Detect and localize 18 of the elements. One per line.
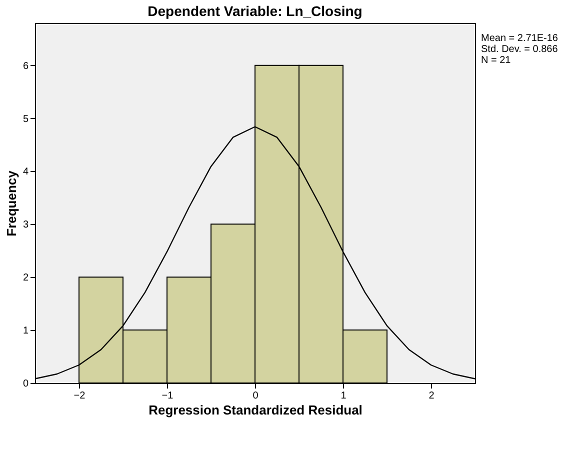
x-tick-label: 2: [428, 390, 435, 402]
y-tick-label: 0: [22, 378, 29, 390]
x-tick-label: −2: [74, 390, 86, 402]
chart-title: Dependent Variable: Ln_Closing: [148, 3, 362, 19]
y-tick-label: 5: [22, 114, 29, 125]
y-axis-title: Frequency: [4, 170, 19, 236]
y-tick-label: 2: [22, 272, 29, 284]
text: Std. Dev. = 0.866: [481, 44, 558, 55]
y-tick-label: 6: [22, 60, 29, 72]
y-tick-label: 3: [22, 220, 29, 231]
x-tick-label: −1: [162, 390, 174, 402]
text: Mean = 2.71E-16: [481, 33, 558, 44]
x-axis-title: Regression Standardized Residual: [148, 402, 362, 418]
x-tick-label: 1: [340, 390, 347, 402]
y-tick-label: 1: [22, 326, 29, 337]
y-tick-label: 4: [22, 166, 29, 178]
x-tick-label: 0: [252, 390, 259, 402]
text: N = 21: [481, 55, 512, 66]
